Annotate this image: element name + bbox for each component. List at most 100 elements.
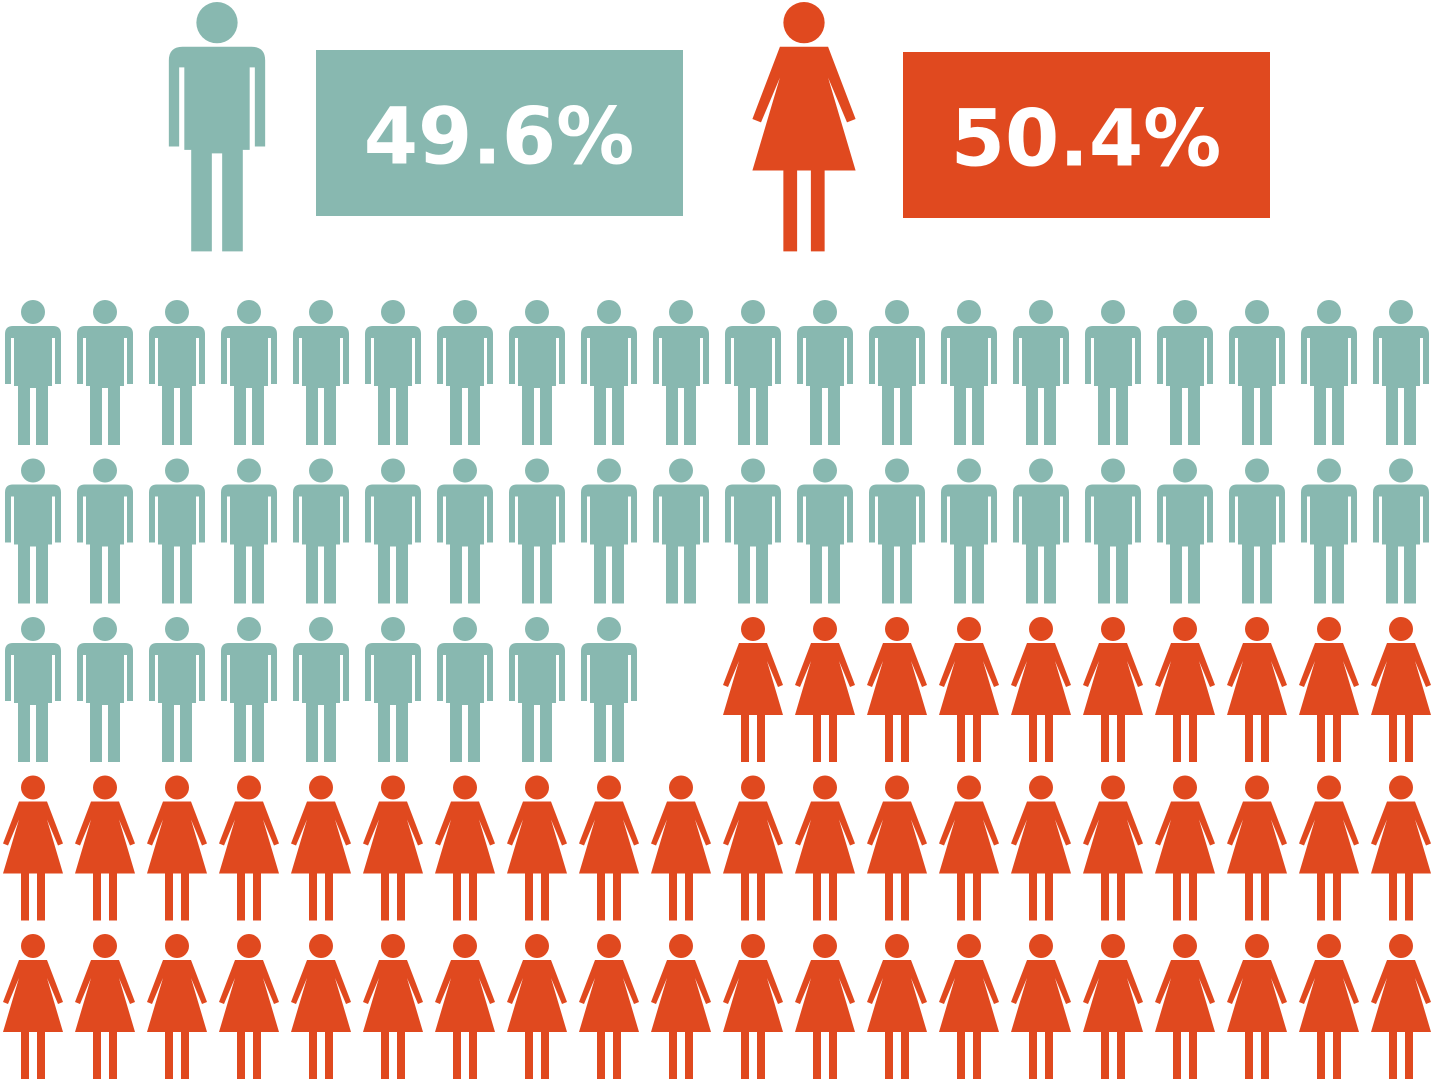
- person-icon: [221, 617, 277, 762]
- person-icon: [795, 617, 855, 762]
- person-icon: [651, 934, 711, 1079]
- person-icon: [509, 300, 565, 445]
- person-icon: [75, 934, 135, 1079]
- person-icon: [579, 775, 639, 921]
- person-icon: [725, 458, 781, 604]
- person-icon: [1083, 617, 1143, 762]
- person-icon: [365, 300, 421, 445]
- person-icon: [1013, 458, 1069, 604]
- person-icon: [867, 617, 927, 762]
- person-icon: [1155, 934, 1215, 1079]
- person-icon: [1085, 300, 1141, 445]
- person-icon: [3, 934, 63, 1079]
- person-icon: [293, 458, 349, 604]
- person-icon: [291, 775, 351, 921]
- person-icon: [149, 617, 205, 762]
- person-icon: [363, 934, 423, 1079]
- person-icon: [867, 934, 927, 1079]
- person-icon: [1229, 458, 1285, 604]
- person-icon: [75, 775, 135, 921]
- person-icon: [653, 300, 709, 445]
- person-icon: [77, 458, 133, 604]
- person-icon: [869, 300, 925, 445]
- person-icon: [147, 934, 207, 1079]
- person-icon: [168, 2, 266, 252]
- person-icon: [365, 617, 421, 762]
- person-icon: [291, 934, 351, 1079]
- person-icon: [1013, 300, 1069, 445]
- person-icon: [221, 458, 277, 604]
- person-icon: [435, 775, 495, 921]
- person-icon: [1299, 934, 1359, 1079]
- person-icon: [941, 458, 997, 604]
- person-icon: [723, 617, 783, 762]
- person-icon: [293, 300, 349, 445]
- person-icon: [795, 775, 855, 921]
- person-icon: [1157, 300, 1213, 445]
- person-icon: [1371, 934, 1431, 1079]
- person-icon: [1227, 934, 1287, 1079]
- value-box: [903, 52, 1270, 218]
- person-icon: [651, 617, 711, 762]
- person-icon: [581, 458, 637, 604]
- person-icon: [1083, 934, 1143, 1079]
- person-icon: [5, 617, 61, 762]
- person-icon: [797, 458, 853, 604]
- person-icon: [941, 300, 997, 445]
- person-icon: [1155, 617, 1215, 762]
- person-icon: [1371, 617, 1431, 762]
- person-icon: [581, 300, 637, 445]
- person-icon: [437, 617, 493, 762]
- person-icon: [293, 617, 349, 762]
- person-icon: [1299, 617, 1359, 762]
- value-label: 49.6%: [364, 92, 635, 182]
- person-icon: [437, 458, 493, 604]
- person-icon: [147, 775, 207, 921]
- person-icon: [1227, 775, 1287, 921]
- person-icon: [1229, 300, 1285, 445]
- person-icon: [1373, 300, 1429, 445]
- person-icon: [1373, 458, 1429, 604]
- person-icon: [869, 458, 925, 604]
- person-icon: [867, 775, 927, 921]
- person-icon: [581, 617, 637, 762]
- value-box: [316, 50, 683, 216]
- person-icon: [939, 934, 999, 1079]
- person-icon: [1301, 300, 1357, 445]
- person-icon: [1011, 775, 1071, 921]
- person-icon: [1155, 775, 1215, 921]
- value-label: 50.4%: [951, 94, 1222, 184]
- person-icon: [1301, 458, 1357, 604]
- person-icon: [219, 934, 279, 1079]
- person-icon: [653, 458, 709, 604]
- person-icon: [1371, 775, 1431, 921]
- person-icon: [3, 775, 63, 921]
- person-icon: [437, 300, 493, 445]
- person-icon: [723, 934, 783, 1079]
- person-icon: [1083, 775, 1143, 921]
- person-icon: [1085, 458, 1141, 604]
- person-icon: [507, 934, 567, 1079]
- person-icon: [1011, 617, 1071, 762]
- person-icon: [363, 775, 423, 921]
- person-icon: [1299, 775, 1359, 921]
- person-icon: [77, 300, 133, 445]
- person-icon: [752, 2, 856, 252]
- person-icon: [149, 300, 205, 445]
- person-icon: [725, 300, 781, 445]
- person-icon: [939, 775, 999, 921]
- person-icon: [507, 775, 567, 921]
- person-icon: [651, 775, 711, 921]
- person-icon: [435, 934, 495, 1079]
- person-icon: [77, 617, 133, 762]
- person-icon: [5, 300, 61, 445]
- person-icon: [149, 458, 205, 604]
- person-icon: [795, 934, 855, 1079]
- person-icon: [939, 617, 999, 762]
- person-icon: [219, 775, 279, 921]
- person-icon: [653, 617, 709, 762]
- person-icon: [1227, 617, 1287, 762]
- person-icon: [579, 934, 639, 1079]
